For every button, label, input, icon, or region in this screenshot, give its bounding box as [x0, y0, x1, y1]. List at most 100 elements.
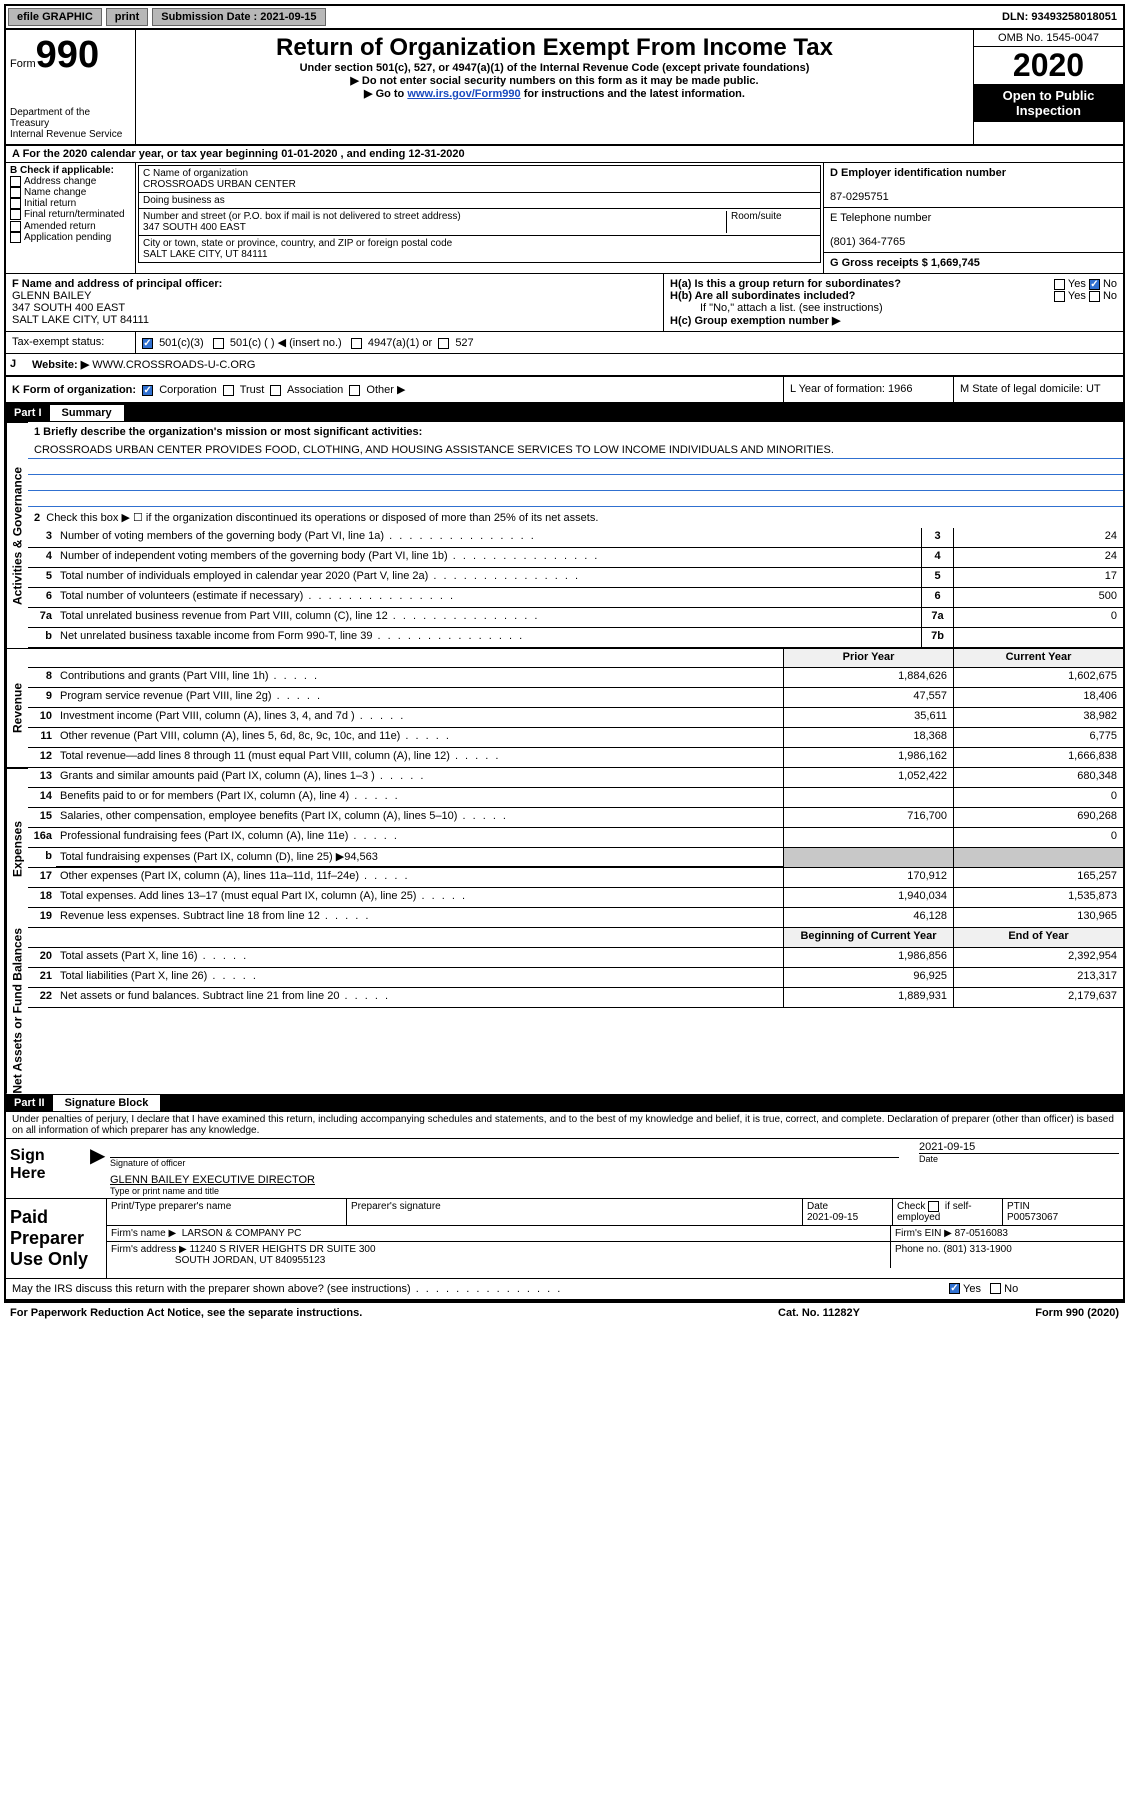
footer-right: Form 990 (2020) — [919, 1307, 1119, 1319]
chk-corp[interactable] — [142, 385, 153, 396]
col-header-row: Prior Year Current Year — [28, 648, 1123, 668]
footer-mid: Cat. No. 11282Y — [719, 1307, 919, 1319]
net-header-row: Beginning of Current Year End of Year — [28, 928, 1123, 948]
irs-link[interactable]: www.irs.gov/Form990 — [407, 88, 520, 100]
h-note: If "No," attach a list. (see instruction… — [670, 302, 1117, 314]
footer: For Paperwork Reduction Act Notice, see … — [4, 1303, 1125, 1323]
gov-row: b Net unrelated business taxable income … — [28, 628, 1123, 648]
chk-assoc[interactable] — [270, 385, 281, 396]
prep-row-2: Firm's name ▶ LARSON & COMPANY PC Firm's… — [107, 1226, 1123, 1242]
right-d-e-g: D Employer identification number 87-0295… — [823, 163, 1123, 273]
box-b: B Check if applicable: Address change Na… — [6, 163, 136, 273]
box-k-l-m-row: K Form of organization: Corporation Trus… — [6, 377, 1123, 404]
chk-pending[interactable] — [10, 232, 21, 243]
j-label: J — [6, 354, 28, 375]
ha-no[interactable] — [1089, 279, 1100, 290]
chk-other[interactable] — [349, 385, 360, 396]
penalty-text: Under penalties of perjury, I declare th… — [6, 1112, 1123, 1139]
revenue-block: Revenue Prior Year Current Year 8 Contri… — [6, 648, 1123, 768]
part-2-header: Part IISignature Block — [6, 1094, 1123, 1112]
arrow-icon: ▶ — [86, 1139, 106, 1198]
chk-501c3[interactable] — [142, 338, 153, 349]
section-f-h-row: F Name and address of principal officer:… — [6, 274, 1123, 332]
paid-preparer-block: Paid Preparer Use Only Print/Type prepar… — [6, 1199, 1123, 1279]
box-f: F Name and address of principal officer:… — [6, 274, 663, 331]
date-label: Date — [919, 1153, 1119, 1164]
hb-no[interactable] — [1089, 291, 1100, 302]
firm-name: LARSON & COMPANY PC — [182, 1228, 302, 1239]
data-row: 22 Net assets or fund balances. Subtract… — [28, 988, 1123, 1008]
current-year-hdr: Current Year — [953, 649, 1123, 667]
expenses-block: Expenses 13 Grants and similar amounts p… — [6, 768, 1123, 928]
org-name-cell: C Name of organization CROSSROADS URBAN … — [139, 166, 820, 193]
sign-here-row: Sign Here ▶ Signature of officer 2021-09… — [6, 1139, 1123, 1199]
gov-row: 7a Total unrelated business revenue from… — [28, 608, 1123, 628]
chk-trust[interactable] — [223, 385, 234, 396]
box-j-row: J Website: ▶ WWW.CROSSROADS-U-C.ORG — [6, 354, 1123, 377]
chk-initial-return[interactable] — [10, 198, 21, 209]
shaded-cell-1 — [783, 848, 953, 867]
sign-date: 2021-09-15 — [919, 1141, 1119, 1153]
firm-phone: (801) 313-1900 — [943, 1244, 1011, 1255]
box-h: H(a) Is this a group return for subordin… — [663, 274, 1123, 331]
h-c: H(c) Group exemption number ▶ — [670, 314, 1117, 327]
open-to-public: Open to Public Inspection — [974, 84, 1123, 122]
beg-year-hdr: Beginning of Current Year — [783, 928, 953, 947]
chk-527[interactable] — [438, 338, 449, 349]
mission-blank-1 — [28, 459, 1123, 475]
gov-row: 5 Total number of individuals employed i… — [28, 568, 1123, 588]
chk-4947[interactable] — [351, 338, 362, 349]
box-m: M State of legal domicile: UT — [953, 377, 1123, 402]
section-b-row: B Check if applicable: Address change Na… — [6, 163, 1123, 274]
chk-final-return[interactable] — [10, 209, 21, 220]
topbar: efile GRAPHIC print Submission Date : 20… — [6, 6, 1123, 30]
gov-row: 6 Total number of volunteers (estimate i… — [28, 588, 1123, 608]
data-row: 19 Revenue less expenses. Subtract line … — [28, 908, 1123, 928]
data-row: 9 Program service revenue (Part VIII, li… — [28, 688, 1123, 708]
city-cell: City or town, state or province, country… — [139, 236, 820, 262]
form-990: 990 — [36, 34, 99, 76]
box-i-opts: 501(c)(3) 501(c) ( ) ◀ (insert no.) 4947… — [136, 332, 1123, 353]
hb-yes[interactable] — [1054, 291, 1065, 302]
ha-yes[interactable] — [1054, 279, 1065, 290]
print-button[interactable]: print — [106, 8, 148, 26]
footer-left: For Paperwork Reduction Act Notice, see … — [10, 1307, 719, 1319]
paid-preparer-label: Paid Preparer Use Only — [6, 1199, 106, 1278]
sig-fields: Signature of officer 2021-09-15 Date GLE… — [106, 1139, 1123, 1198]
efile-button[interactable]: efile GRAPHIC — [8, 8, 102, 26]
chk-amended[interactable] — [10, 221, 21, 232]
data-row: 12 Total revenue—add lines 8 through 11 … — [28, 748, 1123, 768]
tab-expenses: Expenses — [6, 768, 28, 928]
year-cell: OMB No. 1545-0047 2020 Open to Public In… — [973, 30, 1123, 144]
line-a: A For the 2020 calendar year, or tax yea… — [6, 146, 1123, 163]
tax-year: 2020 — [974, 47, 1123, 84]
box-i-row: Tax-exempt status: 501(c)(3) 501(c) ( ) … — [6, 332, 1123, 354]
data-row: 20 Total assets (Part X, line 16) 1,986,… — [28, 948, 1123, 968]
discuss-yes[interactable] — [949, 1283, 960, 1294]
data-row: 18 Total expenses. Add lines 13–17 (must… — [28, 888, 1123, 908]
org-address: 347 SOUTH 400 EAST — [143, 222, 246, 233]
box-d: D Employer identification number 87-0295… — [824, 163, 1123, 208]
box-i-label: Tax-exempt status: — [6, 332, 136, 353]
chk-self-employed[interactable] — [928, 1201, 939, 1212]
tab-net-assets: Net Assets or Fund Balances — [6, 928, 28, 1094]
prep-row-3: Firm's address ▶ 11240 S RIVER HEIGHTS D… — [107, 1242, 1123, 1268]
data-row: 10 Investment income (Part VIII, column … — [28, 708, 1123, 728]
h-b: H(b) Are all subordinates included? Yes … — [670, 290, 1117, 302]
chk-name-change[interactable] — [10, 187, 21, 198]
box-c: C Name of organization CROSSROADS URBAN … — [136, 163, 823, 273]
submission-date-button[interactable]: Submission Date : 2021-09-15 — [152, 8, 325, 26]
data-row: 14 Benefits paid to or for members (Part… — [28, 788, 1123, 808]
header-row: Form990 Department of the Treasury Inter… — [6, 30, 1123, 146]
org-city: SALT LAKE CITY, UT 84111 — [143, 249, 268, 260]
mission-blank-2 — [28, 475, 1123, 491]
chk-address-change[interactable] — [10, 176, 21, 187]
discuss-no[interactable] — [990, 1283, 1001, 1294]
prep-row-1: Print/Type preparer's name Preparer's si… — [107, 1199, 1123, 1226]
org-name: CROSSROADS URBAN CENTER — [143, 179, 296, 190]
dept-label: Department of the Treasury Internal Reve… — [10, 107, 131, 140]
subtitle-1: Under section 501(c), 527, or 4947(a)(1)… — [140, 62, 969, 74]
subtitle-3: ▶ Go to www.irs.gov/Form990 for instruct… — [140, 87, 969, 100]
end-year-hdr: End of Year — [953, 928, 1123, 947]
chk-501c[interactable] — [213, 338, 224, 349]
